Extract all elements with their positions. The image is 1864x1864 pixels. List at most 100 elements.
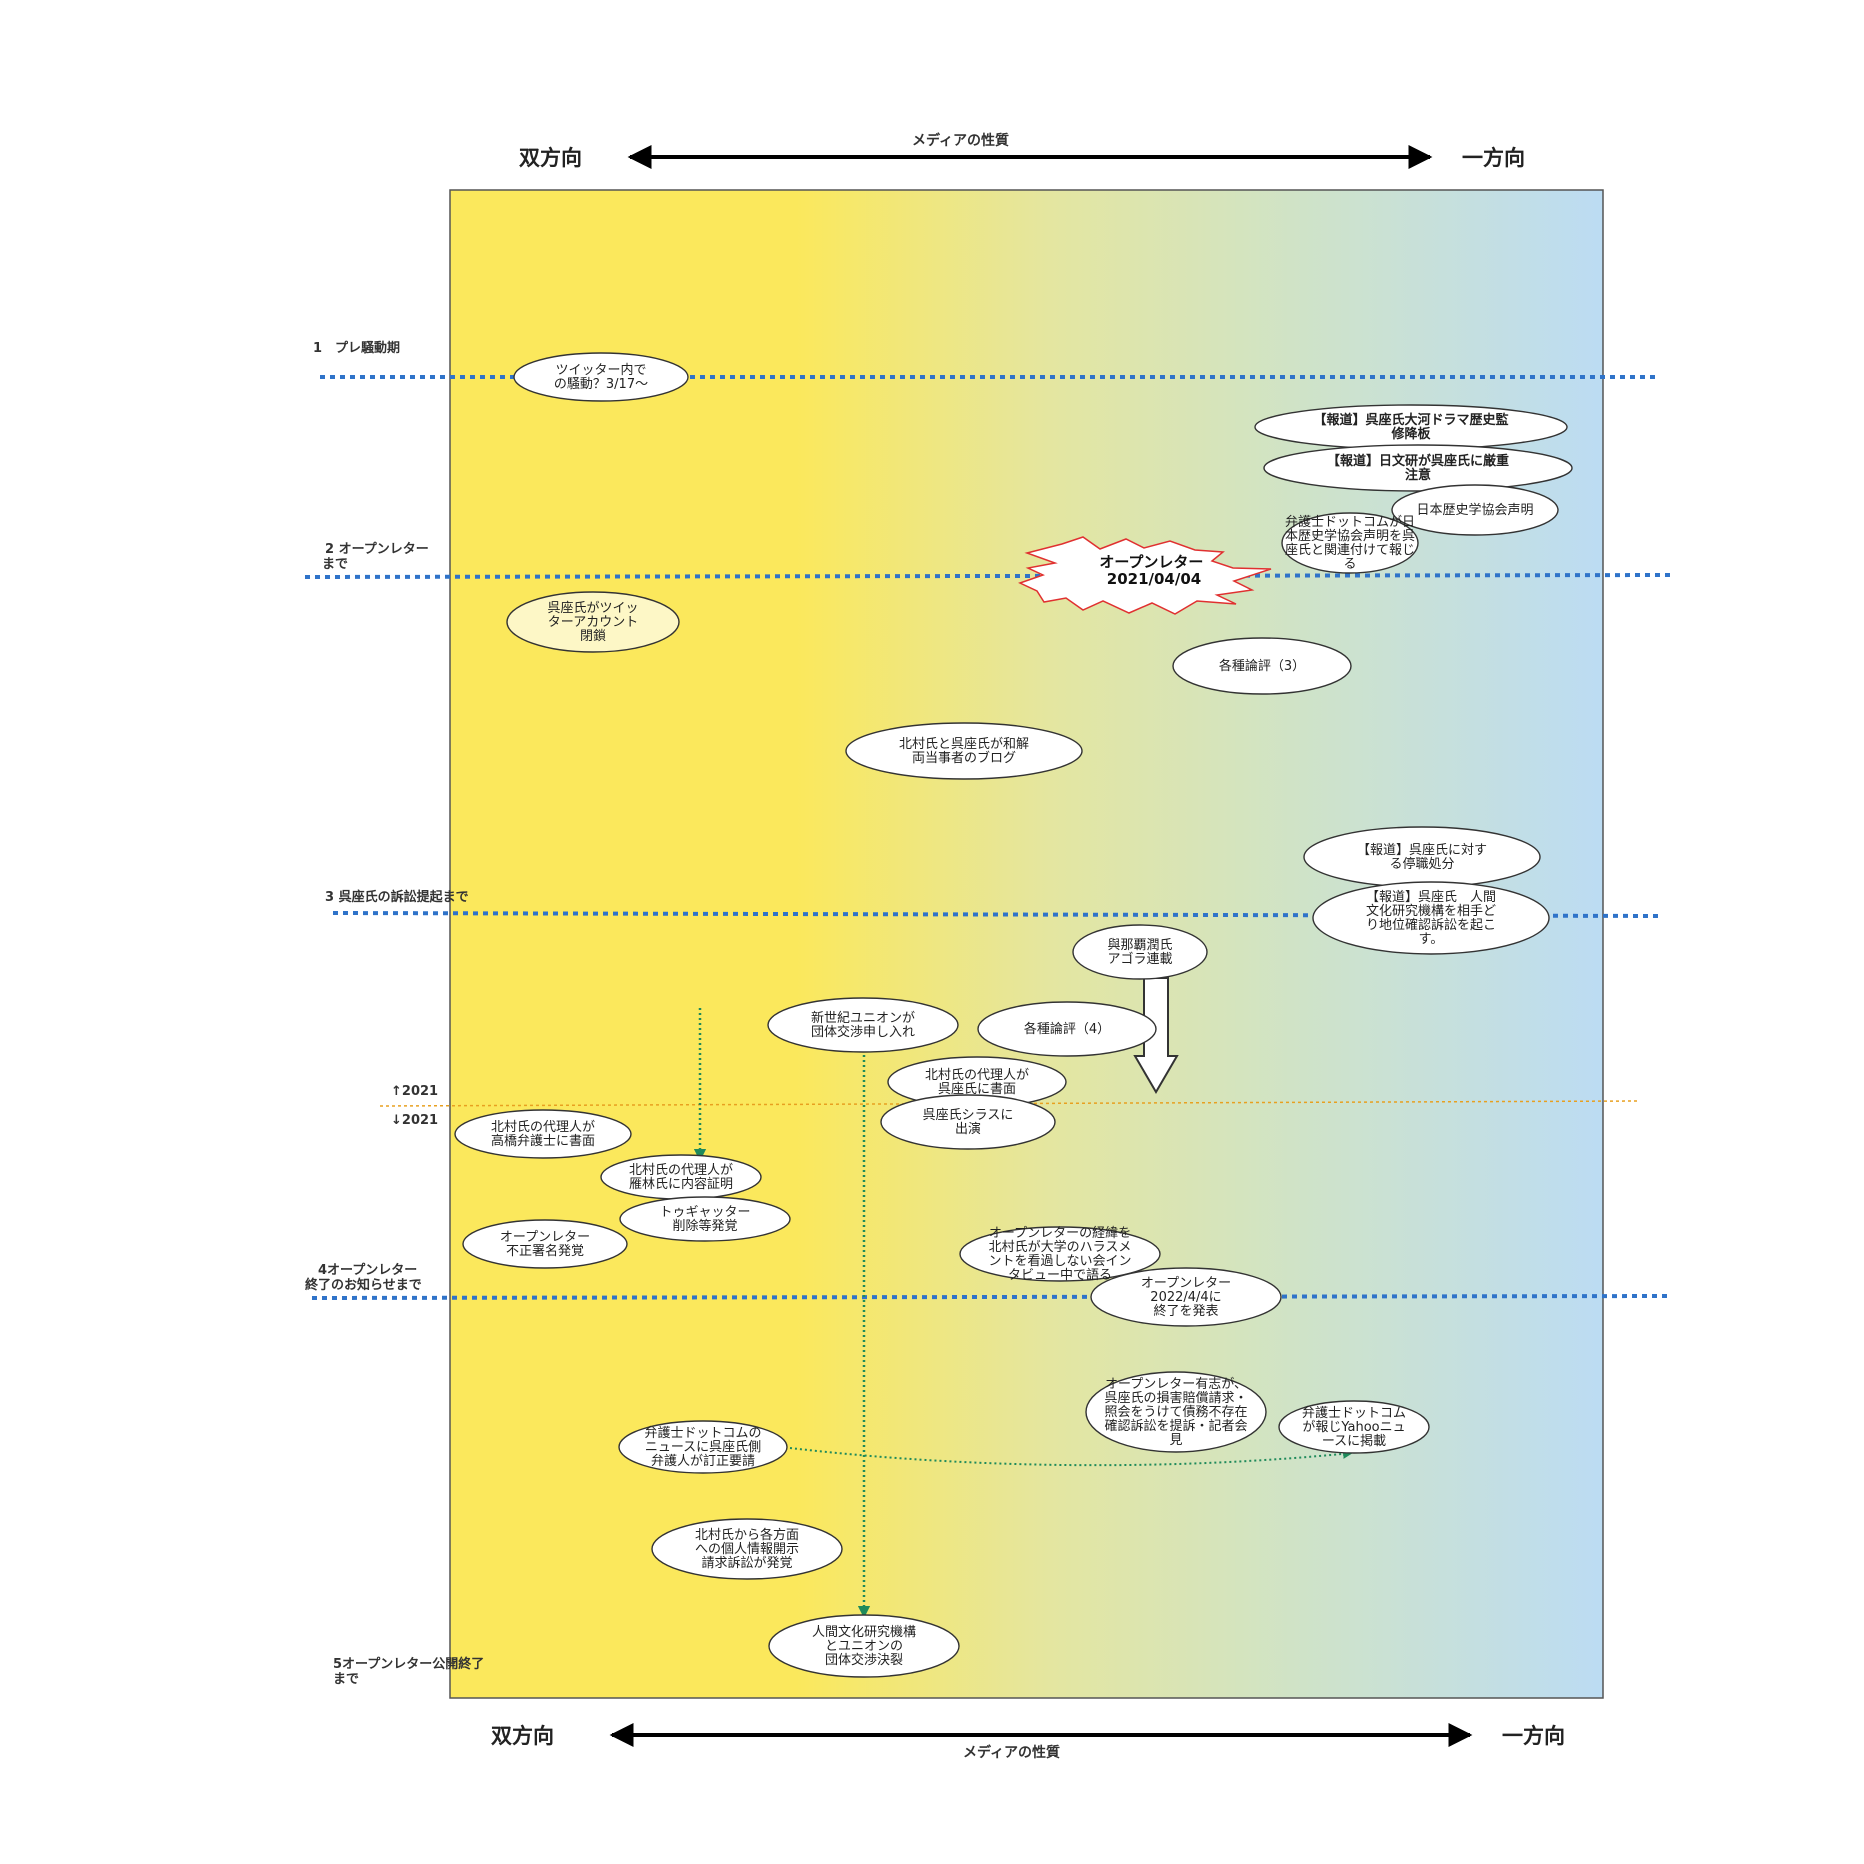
event-label: 呉座氏シラスに出演 xyxy=(923,1108,1014,1137)
event-label: 【報道】呉座氏大河ドラマ歴史監修降板 xyxy=(1313,412,1508,442)
event-label-line: 各種論評（3） xyxy=(1219,658,1305,674)
event-label: オープンレター有志が、呉座氏の損害賠償請求・照会をうけて債務不存在確認訴訟を提訴… xyxy=(1104,1377,1247,1448)
event-label: 北村氏の代理人が雁林氏に内容証明 xyxy=(629,1163,733,1192)
phase-label-5: 5オープンレター公開終了 まで xyxy=(333,1656,489,1687)
event-togetter: トゥギャッター削除等発覚 xyxy=(619,1196,791,1242)
event-ellipse xyxy=(1085,1371,1267,1453)
event-label: 各種論評（4） xyxy=(1024,1021,1110,1037)
event-ellipse xyxy=(880,1094,1056,1150)
event-label-line: 【報道】呉座氏大河ドラマ歴史監 xyxy=(1313,412,1508,428)
bottom-media-axis: 双方向 一方向 メディアの性質 xyxy=(491,1723,1565,1761)
event-label-line: 高橋弁護士に書面 xyxy=(491,1133,595,1149)
event-label-line: 【報道】呉座氏に対す xyxy=(1357,843,1487,858)
event-label-line: 2022/4/4に xyxy=(1150,1290,1221,1305)
event-label-line: オープンレター xyxy=(1141,1276,1231,1291)
event-label-line: 文化研究機構を相手ど xyxy=(1366,904,1496,919)
event-volunteers-suit: オープンレター有志が、呉座氏の損害賠償請求・照会をうけて債務不存在確認訴訟を提訴… xyxy=(1085,1371,1267,1453)
event-ellipse xyxy=(1072,924,1208,980)
event-settlement: 北村氏と呉座氏が和解両当事者のブログ xyxy=(845,722,1083,780)
event-label: 弁護士ドットコムが日本歴史学協会声明を呉座氏と関連付けて報じる xyxy=(1285,514,1415,572)
phase-label-1: 1 プレ騒動期 xyxy=(313,340,400,356)
event-label-line: 北村氏の代理人が xyxy=(491,1120,595,1135)
event-ellipse xyxy=(767,997,959,1053)
event-label-line: 北村氏から各方面 xyxy=(695,1527,799,1543)
event-label-line: 呉座氏がツイッ xyxy=(547,601,638,616)
event-commentary-3: 各種論評（3） xyxy=(1172,637,1352,695)
event-agent-letter-takahashi: 北村氏の代理人が高橋弁護士に書面 xyxy=(454,1109,632,1159)
event-label-line: 呉座氏の損害賠償請求・ xyxy=(1104,1390,1247,1406)
event-negotiation-breakdown: 人間文化研究機構とユニオンの団体交渉決裂 xyxy=(768,1614,960,1678)
event-ellipse xyxy=(1172,637,1352,695)
event-label: 人間文化研究機構とユニオンの団体交渉決裂 xyxy=(812,1625,916,1668)
event-label-line: 各種論評（4） xyxy=(1024,1021,1110,1037)
event-label-line: 北村氏が大学のハラスメ xyxy=(989,1239,1132,1255)
event-label-line: ツイッター内で xyxy=(555,362,646,378)
event-label-line: 北村氏と呉座氏が和解 xyxy=(899,737,1029,752)
event-label: 各種論評（3） xyxy=(1219,658,1305,674)
event-label-line: 呉座氏に書面 xyxy=(938,1082,1016,1097)
event-fraudulent-signatures: オープンレター不正署名発覚 xyxy=(462,1219,628,1269)
event-ellipse xyxy=(959,1226,1161,1282)
event-label-line: タビュー中で語る xyxy=(1008,1267,1112,1283)
event-label-line: る xyxy=(1343,557,1356,572)
event-label-line: オープンレターの経緯を xyxy=(989,1226,1131,1241)
event-ellipse xyxy=(1391,484,1559,536)
event-label-line: 出演 xyxy=(955,1121,981,1137)
phase-label-3: 3 呉座氏の訴訟提起まで xyxy=(325,889,469,905)
event-label-line: ターアカウント xyxy=(548,615,638,630)
event-union: 新世紀ユニオンが団体交渉申し入れ xyxy=(767,997,959,1053)
agora-down-arrow xyxy=(1133,977,1179,1094)
event-label: 【報道】呉座氏に対する停職処分 xyxy=(1357,843,1487,872)
event-report-lawsuit: 【報道】呉座氏 人間文化研究機構を相手どり地位確認訴訟を起こす。 xyxy=(1312,881,1550,955)
year-above-label: ↑2021 xyxy=(391,1084,438,1099)
phase-divider-2 xyxy=(304,573,1671,579)
event-ellipse xyxy=(462,1219,628,1269)
event-label-line: 削除等発覚 xyxy=(672,1218,737,1234)
event-label: オープンレターの経緯を北村氏が大学のハラスメントを看過しない会インタビュー中で語… xyxy=(988,1226,1131,1283)
event-ellipse xyxy=(768,1614,960,1678)
bottom-axis-title: メディアの性質 xyxy=(963,1744,1060,1761)
event-agent-letter-goza: 北村氏の代理人が呉座氏に書面 xyxy=(887,1056,1067,1108)
event-letter-end-announce: オープンレター 2022/4/4に終了を発表 xyxy=(1090,1267,1282,1327)
event-label-line: とユニオンの xyxy=(825,1639,903,1654)
event-label-line: 両当事者のブログ xyxy=(912,750,1016,766)
event-label-line: 新世紀ユニオンが xyxy=(811,1010,915,1026)
event-correction-request: 弁護士ドットコムのニュースに呉座氏側弁護人が訂正要請 xyxy=(618,1420,788,1474)
event-ellipse xyxy=(845,722,1083,780)
event-label-line: 見 xyxy=(1169,1433,1182,1448)
phase-label-2: 2 オープンレター まで xyxy=(322,542,433,572)
event-nodes: ツイッター内での騒動？3/17〜【報道】呉座氏大河ドラマ歴史監修降板【報道】日文… xyxy=(454,352,1573,1678)
event-label-line: 呉座氏シラスに xyxy=(923,1108,1014,1123)
event-label: 弁護士ドットコムのニュースに呉座氏側弁護人が訂正要請 xyxy=(644,1425,761,1469)
event-label: 北村氏の代理人が高橋弁護士に書面 xyxy=(491,1120,595,1149)
event-label-line: 修降板 xyxy=(1390,426,1431,442)
event-label-line: 本歴史学協会声明を呉 xyxy=(1285,528,1415,544)
event-label-line: す。 xyxy=(1419,932,1444,947)
event-label-line: 注意 xyxy=(1405,467,1431,483)
event-label-line: への個人情報開示 xyxy=(695,1542,799,1557)
event-label-line: 請求訴訟が発覚 xyxy=(701,1555,792,1571)
event-ellipse xyxy=(619,1196,791,1242)
event-ellipse xyxy=(513,352,689,402)
event-label-line: 【報道】呉座氏 人間 xyxy=(1366,890,1496,905)
event-label-line: 【報道】日文研が呉座氏に厳重 xyxy=(1327,453,1509,469)
event-label-line: 閉鎖 xyxy=(580,628,606,644)
event-ellipse xyxy=(651,1518,843,1580)
event-label-line: 団体交渉決裂 xyxy=(825,1652,903,1668)
event-label: 呉座氏がツイッターアカウント閉鎖 xyxy=(547,601,638,644)
event-ellipse xyxy=(1278,1400,1430,1454)
event-label-line: 日本歴史学協会声明 xyxy=(1416,502,1533,518)
event-label: 北村氏と呉座氏が和解両当事者のブログ xyxy=(899,737,1029,766)
event-label-line: 座氏と関連付けて報じ xyxy=(1285,543,1415,558)
top-axis-title: メディアの性質 xyxy=(912,132,1009,149)
phase-label-4: 4オープンレター 終了のお知らせまで xyxy=(305,1263,422,1293)
open-letter-star-label: オープンレター 2021/04/04 xyxy=(1099,553,1208,588)
event-label-line: ースに掲載 xyxy=(1322,1433,1386,1449)
event-label-line: る停職処分 xyxy=(1389,856,1454,872)
event-ellipse xyxy=(506,591,680,653)
event-label: オープンレター不正署名発覚 xyxy=(500,1230,590,1259)
event-label-line: 弁護士ドットコムの xyxy=(644,1425,761,1441)
top-axis-left-label: 双方向 xyxy=(519,146,582,170)
event-label: 新世紀ユニオンが団体交渉申し入れ xyxy=(811,1010,915,1040)
year-below-label: ↓2021 xyxy=(391,1113,438,1128)
